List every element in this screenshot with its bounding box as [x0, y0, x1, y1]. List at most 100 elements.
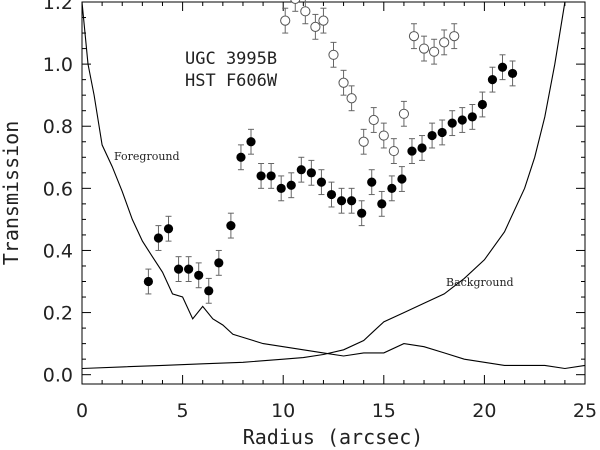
open-data-point — [388, 138, 399, 164]
filled-marker — [296, 165, 306, 175]
filled-data-point — [184, 256, 194, 283]
open-marker — [358, 136, 369, 147]
filled-marker — [214, 258, 224, 268]
annotation-foreground: Foreground — [114, 150, 180, 163]
open-data-point — [310, 13, 321, 40]
filled-marker — [173, 264, 184, 274]
x-tick-label: 10 — [271, 400, 295, 422]
filled-data-point — [437, 119, 447, 146]
open-data-point — [358, 128, 369, 155]
open-marker — [388, 145, 399, 157]
filled-marker — [184, 264, 194, 274]
filled-marker — [336, 196, 347, 206]
filled-marker — [266, 171, 276, 181]
open-marker — [328, 49, 339, 60]
open-data-point — [439, 29, 450, 56]
open-data-point — [318, 7, 329, 34]
filled-data-point — [316, 169, 327, 196]
filled-marker — [397, 174, 407, 184]
open-data-point — [290, 0, 301, 12]
open-marker — [310, 21, 321, 32]
filled-data-point — [357, 200, 367, 227]
filled-marker — [246, 137, 256, 147]
open-data-point — [346, 85, 357, 112]
filled-data-point — [427, 122, 437, 149]
filled-marker — [286, 180, 296, 190]
filled-data-point — [226, 212, 236, 239]
filled-data-point — [417, 135, 427, 161]
filled-marker — [347, 196, 357, 206]
open-data-point — [398, 100, 410, 127]
filled-data-point — [467, 103, 477, 130]
open-marker — [378, 130, 389, 141]
filled-data-point — [276, 175, 286, 202]
filled-data-point — [326, 181, 337, 208]
open-marker — [418, 43, 430, 54]
filled-marker — [437, 127, 447, 138]
open-marker — [439, 37, 450, 48]
filled-data-point — [246, 128, 256, 155]
filled-marker — [417, 143, 427, 153]
x-tick-label: 15 — [372, 400, 396, 422]
filled-data-point — [236, 144, 246, 171]
open-marker — [300, 6, 311, 17]
filled-marker — [236, 152, 246, 162]
open-marker — [368, 114, 379, 126]
open-data-point — [328, 41, 339, 68]
filled-marker — [507, 68, 518, 79]
axis-ticks: 0 5 10 15 20 25 0.0 0.2 0.4 0.6 0.8 1.0 1.2 — [43, 0, 597, 422]
filled-data-point — [256, 162, 266, 189]
filled-marker — [457, 115, 467, 125]
background-curve — [81, 1, 566, 370]
x-axis-title: Radius (arcsec) — [243, 425, 424, 449]
annotation-galaxy: UGC 3995B — [185, 49, 277, 69]
filled-marker — [194, 270, 204, 280]
open-marker — [449, 31, 460, 42]
filled-marker — [276, 183, 286, 193]
filled-data-point — [347, 187, 357, 214]
plot-frame — [81, 1, 586, 385]
filled-data-point — [377, 190, 387, 217]
y-tick-label: 0.6 — [43, 178, 73, 200]
open-marker — [408, 31, 420, 42]
filled-marker — [163, 224, 174, 234]
filled-data-point — [477, 91, 487, 118]
filled-data-point — [447, 110, 457, 137]
filled-data-point — [173, 256, 184, 283]
filled-marker — [316, 177, 327, 187]
filled-data-point — [306, 159, 316, 186]
filled-marker — [226, 221, 236, 231]
filled-marker — [153, 233, 164, 243]
filled-marker — [447, 118, 457, 128]
filled-marker — [487, 75, 498, 85]
data-points — [143, 0, 518, 304]
filled-marker — [387, 183, 397, 193]
filled-data-point — [507, 60, 518, 87]
filled-marker — [477, 99, 487, 110]
filled-marker — [306, 168, 316, 178]
filled-data-point — [497, 54, 508, 81]
y-tick-label: 0.8 — [43, 116, 73, 138]
open-data-point — [300, 0, 311, 25]
open-marker — [318, 15, 329, 26]
model-curves — [81, 1, 586, 370]
open-marker — [429, 46, 440, 57]
open-data-point — [338, 69, 349, 96]
open-marker — [280, 15, 291, 26]
y-tick-label: 0.2 — [43, 303, 73, 325]
open-data-point — [408, 23, 420, 50]
open-data-point — [418, 35, 430, 62]
filled-marker — [367, 177, 377, 187]
open-data-point — [429, 38, 440, 65]
foreground-curve — [81, 1, 586, 370]
filled-marker — [407, 146, 417, 156]
annotation-filter: HST F606W — [185, 71, 278, 91]
filled-data-point — [194, 262, 204, 289]
filled-data-point — [286, 172, 296, 199]
x-tick-label: 20 — [472, 400, 496, 422]
filled-marker — [357, 208, 367, 218]
y-tick-label: 0.4 — [43, 240, 73, 262]
filled-marker — [377, 199, 387, 209]
open-data-point — [368, 107, 379, 133]
